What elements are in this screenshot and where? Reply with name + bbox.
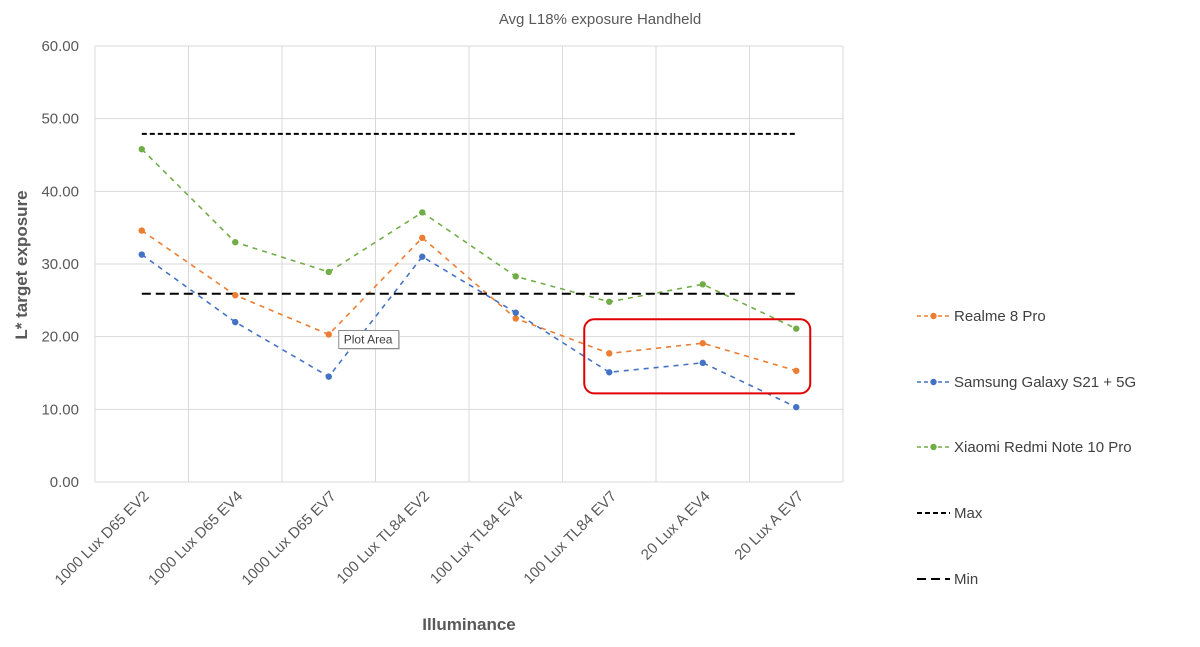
data-point: [138, 227, 145, 234]
gridlines: [94, 45, 844, 483]
legend-item: Samsung Galaxy S21 + 5G: [917, 374, 1136, 391]
chart-title: Avg L18% exposure Handheld: [499, 11, 701, 28]
data-point: [699, 359, 706, 367]
data-point: [699, 340, 706, 347]
data-point: [606, 298, 613, 305]
data-point: [699, 281, 706, 288]
series-line-3: [141, 148, 797, 330]
legend-item: Xiaomi Redmi Note 10 Pro: [917, 439, 1132, 456]
x-tick-label: 100 Lux TL84 EV2: [333, 488, 433, 588]
data-point: [793, 367, 800, 375]
legend-marker: [930, 443, 937, 451]
y-tick-label: 40.00: [41, 183, 79, 200]
series-markers: [138, 145, 800, 411]
tooltip-box: [338, 329, 400, 349]
data-point: [138, 251, 145, 258]
data-point: [419, 253, 426, 260]
data-point: [606, 350, 613, 357]
legend-label: Samsung Galaxy S21 + 5G: [954, 374, 1136, 391]
legend-marker: [930, 312, 937, 320]
y-tick-label: 60.00: [41, 38, 79, 55]
y-tick-label: 10.00: [41, 401, 79, 418]
legend-item: Max: [917, 505, 983, 522]
x-tick-label: 100 Lux TL84 EV4: [427, 488, 527, 588]
x-tick-label: 20 Lux A EV7: [731, 488, 807, 564]
series-lines: [141, 132, 797, 408]
x-tick-label: 1000 Lux D65 EV2: [52, 488, 153, 589]
legend-marker: [930, 378, 937, 386]
y-tick-label: 30.00: [41, 256, 79, 273]
highlight-box: [583, 318, 812, 395]
series-line-2: [141, 253, 797, 408]
data-point: [419, 234, 426, 242]
y-tick-label: 50.00: [41, 111, 79, 128]
data-point: [325, 373, 332, 380]
data-point: [138, 145, 145, 153]
data-point: [419, 209, 426, 216]
x-tick-label: 100 Lux TL84 EV7: [520, 488, 620, 588]
data-point: [606, 369, 613, 376]
x-tick-label: 1000 Lux D65 EV4: [145, 488, 246, 589]
legend: Realme 8 Pro Samsung Galaxy S21 + 5G Xiaom…: [917, 308, 1136, 588]
data-point: [793, 325, 800, 332]
y-tick-label: 0.00: [50, 474, 79, 491]
legend-label: Xiaomi Redmi Note 10 Pro: [954, 439, 1132, 456]
data-point: [232, 292, 239, 299]
tooltip-text: Plot Area: [344, 332, 393, 346]
series-line-1: [141, 229, 797, 372]
data-point: [512, 309, 519, 316]
data-point: [512, 315, 519, 322]
legend-label: Max: [954, 505, 983, 522]
data-point: [325, 331, 332, 338]
x-tick-label: 20 Lux A EV4: [638, 488, 714, 564]
data-point: [512, 273, 519, 280]
x-axis-title: Illuminance: [422, 615, 516, 634]
y-tick-label: 20.00: [41, 329, 79, 346]
y-axis-title: L* target exposure: [12, 190, 31, 339]
data-point: [232, 318, 239, 326]
annotations: Plot Area: [338, 318, 812, 395]
data-point: [325, 268, 332, 276]
legend-label: Min: [954, 571, 978, 588]
legend-item: Min: [917, 571, 978, 588]
data-point: [793, 403, 800, 411]
legend-item: Realme 8 Pro: [917, 308, 1046, 325]
x-tick-label: 1000 Lux D65 EV7: [239, 488, 340, 589]
y-axis-tick-labels: 0.00 10.00 20.00 30.00 40.00 50.00 60.00: [41, 38, 79, 491]
data-point: [232, 239, 239, 246]
legend-label: Realme 8 Pro: [954, 308, 1046, 325]
